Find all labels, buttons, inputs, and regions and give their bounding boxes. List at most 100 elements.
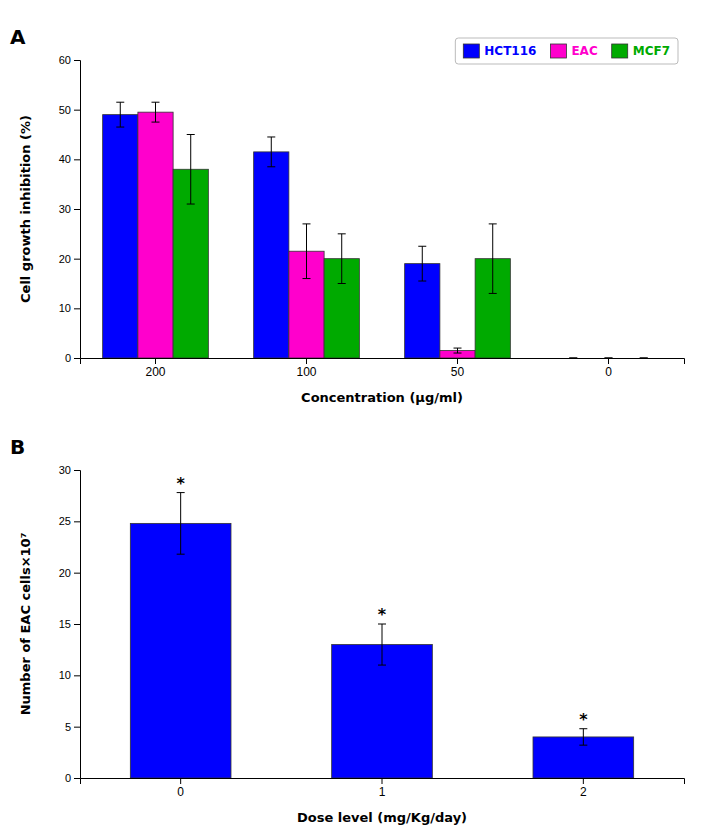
x-tick: 0 bbox=[177, 778, 184, 799]
error-line bbox=[457, 348, 458, 353]
x-tick: 200 bbox=[145, 358, 165, 379]
tick-mark bbox=[74, 675, 80, 676]
x-tick: 0 bbox=[605, 358, 612, 379]
panel-title: A bbox=[10, 25, 26, 49]
error-bar bbox=[605, 358, 613, 359]
tick-label: 0 bbox=[177, 785, 184, 799]
error-cap bbox=[454, 353, 462, 354]
error-cap bbox=[303, 223, 311, 224]
tick-label: 15 bbox=[59, 618, 71, 630]
error-bar bbox=[418, 246, 426, 281]
legend-swatch bbox=[463, 44, 479, 58]
error-cap bbox=[338, 233, 346, 234]
error-line bbox=[155, 102, 156, 122]
bar-series bbox=[173, 135, 648, 359]
error-cap bbox=[454, 348, 462, 349]
tick-mark bbox=[74, 778, 80, 779]
tick-label: 25 bbox=[59, 515, 71, 527]
legend-label: MCF7 bbox=[633, 44, 670, 58]
error-cap bbox=[489, 223, 497, 224]
error-cap bbox=[579, 745, 587, 746]
y-tick: 0 bbox=[65, 352, 80, 364]
error-bar bbox=[152, 102, 160, 122]
tick-label: 60 bbox=[59, 54, 71, 66]
error-bar bbox=[569, 358, 577, 359]
tick-label: 30 bbox=[59, 464, 71, 476]
error-cap bbox=[569, 358, 577, 359]
bar bbox=[556, 358, 591, 359]
tick-mark bbox=[74, 308, 80, 309]
tick-mark bbox=[155, 358, 156, 364]
legend-item: MCF7 bbox=[612, 44, 670, 58]
error-cap bbox=[605, 358, 613, 359]
tick-label: 0 bbox=[65, 352, 71, 364]
axis-line bbox=[74, 61, 81, 359]
error-line bbox=[382, 624, 383, 665]
legend-item: HCT116 bbox=[463, 44, 536, 58]
tick-mark bbox=[583, 778, 584, 784]
panel: ***012051015202530Dose level (mg/Kg/day)… bbox=[10, 435, 685, 825]
chart-canvas: 2001005000102030405060Concentration (μg/… bbox=[0, 0, 709, 840]
error-bar bbox=[640, 358, 648, 359]
y-tick: 60 bbox=[59, 54, 80, 66]
error-cap bbox=[267, 136, 275, 137]
error-cap bbox=[418, 281, 426, 282]
y-tick: 10 bbox=[59, 302, 80, 314]
plot-area bbox=[130, 493, 633, 778]
error-cap bbox=[569, 358, 577, 359]
error-line bbox=[271, 137, 272, 167]
y-axis-title: Number of EAC cells×10⁷ bbox=[18, 533, 33, 716]
error-cap bbox=[303, 278, 311, 279]
error-line bbox=[341, 234, 342, 284]
error-bar bbox=[177, 493, 185, 555]
panel-title: B bbox=[10, 435, 25, 459]
tick-label: 10 bbox=[59, 302, 71, 314]
tick-mark bbox=[74, 727, 80, 728]
error-cap bbox=[187, 134, 195, 135]
bar-series bbox=[130, 493, 633, 778]
axis-line bbox=[74, 471, 81, 779]
tick-mark bbox=[457, 358, 458, 364]
tick-label: 100 bbox=[296, 365, 316, 379]
tick-label: 20 bbox=[59, 567, 71, 579]
x-axis: 200100500 bbox=[81, 358, 685, 379]
y-tick: 25 bbox=[59, 515, 80, 527]
error-bar bbox=[489, 224, 497, 294]
bar bbox=[138, 112, 173, 358]
annotation: * bbox=[176, 474, 185, 493]
y-tick: 15 bbox=[59, 618, 80, 630]
error-bar bbox=[267, 137, 275, 167]
error-cap bbox=[489, 293, 497, 294]
error-cap bbox=[177, 554, 185, 555]
tick-mark bbox=[74, 110, 80, 111]
tick-label: 200 bbox=[145, 365, 165, 379]
bar bbox=[591, 358, 626, 359]
tick-label: 2 bbox=[580, 785, 587, 799]
tick-label: 10 bbox=[59, 669, 71, 681]
x-tick: 2 bbox=[580, 778, 587, 799]
y-tick: 40 bbox=[59, 153, 80, 165]
tick-mark bbox=[306, 358, 307, 364]
error-cap bbox=[378, 665, 386, 666]
axis-line bbox=[81, 779, 685, 785]
error-bar bbox=[579, 729, 587, 745]
y-axis-title: Cell growth inhibition (%) bbox=[18, 115, 33, 303]
error-line bbox=[583, 729, 584, 745]
error-cap bbox=[418, 246, 426, 247]
axis-line bbox=[81, 359, 685, 365]
tick-label: 0 bbox=[605, 365, 612, 379]
x-axis: 012 bbox=[81, 778, 685, 799]
error-cap bbox=[116, 102, 124, 103]
error-bar bbox=[454, 348, 462, 353]
legend-frame bbox=[455, 38, 678, 64]
tick-mark bbox=[74, 60, 80, 61]
y-tick: 30 bbox=[59, 203, 80, 215]
error-cap bbox=[605, 358, 613, 359]
y-tick: 50 bbox=[59, 104, 80, 116]
error-bar bbox=[338, 234, 346, 284]
error-cap bbox=[338, 283, 346, 284]
error-line bbox=[492, 224, 493, 294]
error-cap bbox=[640, 358, 648, 359]
error-bar bbox=[303, 224, 311, 279]
plot-area bbox=[103, 102, 648, 358]
